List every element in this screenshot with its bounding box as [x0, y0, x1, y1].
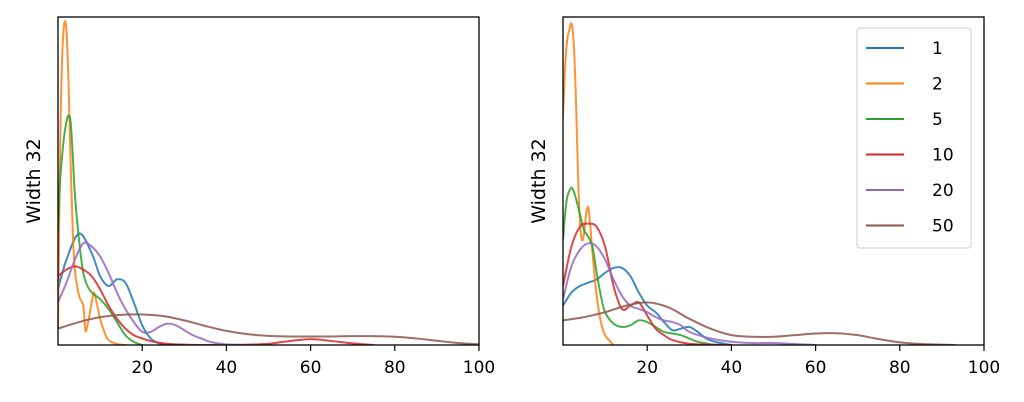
x-tick-label: 60 — [300, 358, 322, 378]
legend-label-2: 2 — [932, 75, 943, 95]
legend-label-5: 5 — [932, 110, 943, 130]
x-tick-label: 60 — [805, 358, 827, 378]
x-tick-label: 40 — [721, 358, 743, 378]
subplot-left: Width 32 20 40 60 80 100 — [23, 16, 495, 378]
series-line-1 — [563, 266, 733, 345]
axes-frame — [57, 16, 480, 346]
x-tick-label: 80 — [889, 358, 911, 378]
series-line-2 — [58, 20, 127, 345]
y-axis-label: Width 32 — [23, 138, 45, 223]
x-axis-ticks: 20 40 60 80 100 — [131, 345, 495, 378]
legend-label-10: 10 — [932, 146, 954, 166]
series-line-5 — [563, 186, 716, 345]
x-tick-label: 20 — [131, 358, 153, 378]
series-line-50 — [58, 313, 479, 345]
series-lines — [563, 22, 956, 345]
legend-label-20: 20 — [932, 181, 954, 201]
legend-label-50: 50 — [932, 217, 954, 237]
legend: 1 2 5 10 20 50 — [856, 27, 972, 249]
y-axis-label: Width 32 — [528, 138, 550, 223]
series-line-5 — [58, 114, 144, 345]
x-tick-label: 80 — [384, 358, 406, 378]
series-line-50 — [563, 301, 956, 345]
legend-label-1: 1 — [932, 39, 943, 59]
x-tick-label: 40 — [216, 358, 238, 378]
x-tick-label: 100 — [463, 358, 495, 378]
legend-box — [856, 27, 972, 249]
subplot-right: Width 32 20 40 60 80 100 1 2 5 10 20 50 — [528, 16, 1000, 378]
axes-frame — [562, 16, 985, 346]
series-lines — [58, 20, 479, 345]
series-line-10 — [58, 265, 375, 345]
series-line-20 — [58, 241, 245, 345]
x-tick-label: 100 — [968, 358, 1000, 378]
series-line-2 — [563, 22, 615, 345]
x-axis-ticks: 20 40 60 80 100 — [636, 345, 1000, 378]
x-tick-label: 20 — [636, 358, 658, 378]
series-line-20 — [563, 242, 817, 345]
